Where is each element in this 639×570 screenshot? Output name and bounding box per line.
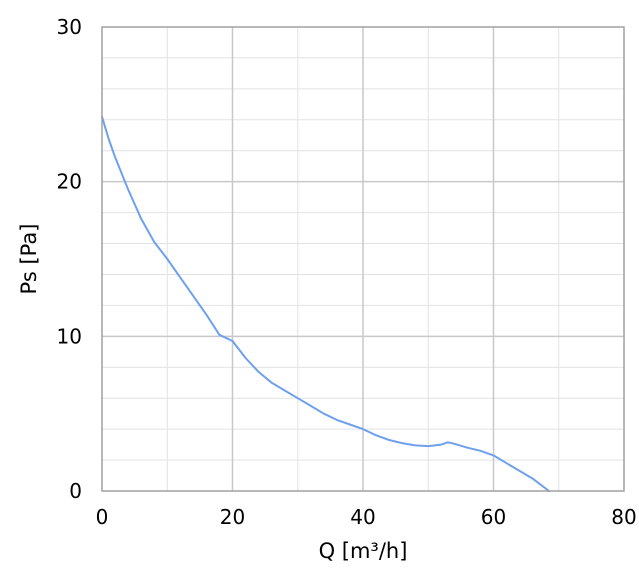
- plot-frame: [101, 26, 625, 492]
- x-tick-label: 0: [96, 505, 109, 529]
- y-tick-label: 0: [69, 479, 82, 503]
- x-tick-label: 20: [220, 505, 245, 529]
- x-tick-label: 60: [481, 505, 506, 529]
- x-tick-labels: 0 20 40 60 80: [96, 505, 637, 529]
- x-tick-label: 80: [611, 505, 636, 529]
- major-grid: [102, 27, 624, 491]
- series-layer: [101, 115, 550, 492]
- y-tick-label: 30: [57, 15, 82, 39]
- y-tick-label: 20: [57, 170, 82, 194]
- x-tick-label: 40: [350, 505, 375, 529]
- y-axis-label: Ps [Pa]: [17, 224, 41, 295]
- x-axis-label: Q [m³/h]: [319, 539, 408, 563]
- y-tick-label: 10: [57, 324, 82, 348]
- pressure-curve-line: [101, 115, 550, 492]
- y-tick-labels: 0 10 20 30: [57, 15, 82, 503]
